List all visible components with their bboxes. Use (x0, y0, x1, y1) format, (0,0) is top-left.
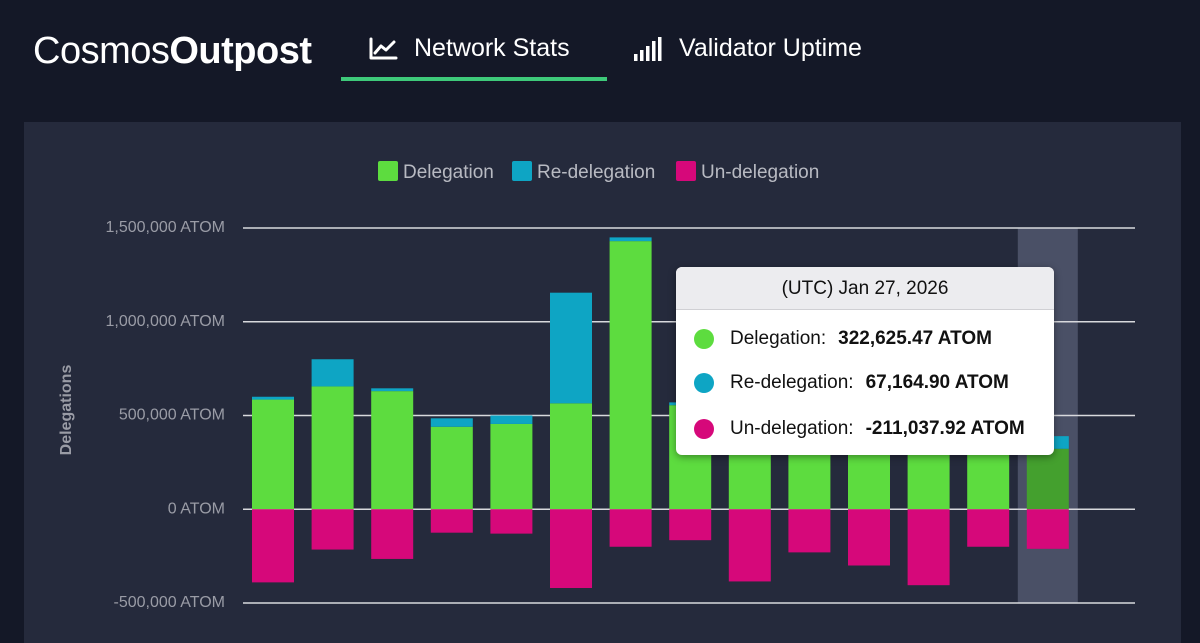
bar-delegation[interactable] (550, 403, 592, 510)
bar-delegation[interactable] (371, 391, 414, 510)
legend-item[interactable]: Delegation (378, 161, 494, 183)
bar-undelegation[interactable] (252, 509, 294, 583)
tooltip-value-undelegation: -211,037.92 ATOM (865, 418, 1025, 439)
legend-label: Un-delegation (701, 162, 819, 183)
bar-undelegation[interactable] (669, 509, 712, 541)
bar-undelegation[interactable] (430, 509, 473, 533)
bar-redelegation[interactable] (430, 418, 473, 427)
tooltip-label-redelegation: Re-delegation: (730, 372, 854, 393)
bar-undelegation[interactable] (728, 509, 771, 582)
bar-undelegation[interactable] (609, 509, 652, 547)
tab-validator-uptime-label: Validator Uptime (679, 34, 862, 62)
top-nav: CosmosOutpost Network Stats Validator Up… (0, 0, 1200, 100)
y-tick-label: 1,500,000 ATOM (106, 219, 225, 236)
bar-group[interactable] (430, 418, 473, 533)
bar-delegation[interactable] (311, 386, 354, 510)
bar-group[interactable] (252, 396, 294, 583)
y-tick-label: 1,000,000 ATOM (106, 313, 225, 330)
bar-delegation[interactable] (609, 241, 652, 510)
y-tick-label: -500,000 ATOM (114, 594, 225, 611)
tooltip-dot-redelegation (694, 373, 714, 393)
legend-label: Re-delegation (537, 162, 655, 183)
tab-validator-uptime[interactable]: Validator Uptime (633, 34, 862, 80)
bar-undelegation[interactable] (371, 509, 414, 559)
tab-network-stats-label: Network Stats (414, 34, 570, 62)
signal-bars-icon (634, 37, 662, 61)
bar-redelegation[interactable] (609, 237, 652, 242)
bar-undelegation[interactable] (1026, 509, 1069, 549)
tooltip-label-delegation: Delegation: (730, 328, 827, 349)
y-axis-label: Delegations (58, 365, 75, 456)
brand-logo[interactable]: CosmosOutpost (33, 30, 312, 73)
tooltip-row-undelegation: Un-delegation: -211,037.92 ATOM (694, 417, 1025, 441)
tooltip-title: (UTC) Jan 27, 2026 (676, 267, 1054, 310)
legend-swatch (378, 161, 398, 181)
y-tick-label: 0 ATOM (168, 500, 225, 517)
bar-redelegation[interactable] (490, 415, 533, 424)
tooltip-row-delegation: Delegation: 322,625.47 ATOM (694, 327, 992, 351)
bar-delegation[interactable] (490, 423, 533, 510)
bar-group[interactable] (1026, 436, 1069, 549)
bar-group[interactable] (550, 292, 592, 588)
bar-delegation[interactable] (1026, 448, 1069, 510)
bar-group[interactable] (609, 237, 652, 547)
tooltip-value-redelegation: 67,164.90 ATOM (865, 372, 1009, 393)
tooltip-value-delegation: 322,625.47 ATOM (838, 328, 992, 349)
bar-redelegation[interactable] (311, 359, 354, 387)
bar-redelegation[interactable] (550, 292, 592, 404)
bar-group[interactable] (907, 417, 950, 586)
bar-undelegation[interactable] (550, 509, 592, 588)
bar-delegation[interactable] (252, 399, 294, 510)
legend-item[interactable]: Re-delegation (512, 161, 655, 183)
brand-name-bold: Outpost (169, 30, 312, 72)
legend-swatch (512, 161, 532, 181)
bar-undelegation[interactable] (311, 509, 354, 550)
bar-undelegation[interactable] (490, 509, 533, 534)
chart-tooltip: (UTC) Jan 27, 2026 Delegation: 322,625.4… (676, 267, 1054, 455)
tooltip-dot-undelegation (694, 419, 714, 439)
bar-undelegation[interactable] (967, 509, 1010, 547)
bar-redelegation[interactable] (252, 396, 294, 400)
bar-group[interactable] (311, 359, 354, 550)
legend-swatch (676, 161, 696, 181)
bar-group[interactable] (490, 415, 533, 534)
bar-undelegation[interactable] (848, 509, 890, 566)
active-tab-indicator (341, 77, 607, 81)
y-tick-label: 500,000 ATOM (119, 407, 225, 424)
tooltip-row-redelegation: Re-delegation: 67,164.90 ATOM (694, 371, 1009, 395)
tooltip-dot-delegation (694, 329, 714, 349)
legend-item[interactable]: Un-delegation (676, 161, 819, 183)
legend-label: Delegation (403, 162, 494, 183)
bar-redelegation[interactable] (371, 388, 414, 392)
bar-delegation[interactable] (430, 426, 473, 510)
bar-group[interactable] (371, 388, 414, 559)
brand-name-light: Cosmos (33, 30, 170, 72)
line-chart-icon (369, 37, 398, 60)
tooltip-label-undelegation: Un-delegation: (730, 418, 854, 439)
bar-undelegation[interactable] (788, 509, 831, 553)
bar-undelegation[interactable] (907, 509, 950, 586)
tab-network-stats[interactable]: Network Stats (368, 34, 570, 80)
